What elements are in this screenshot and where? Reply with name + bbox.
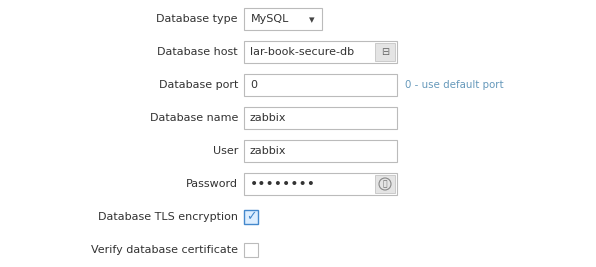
Text: ▾: ▾ [309,15,315,25]
Text: Database name: Database name [150,113,238,123]
Bar [244,41,397,63]
Text: Database host: Database host [157,47,238,57]
Bar [244,243,258,257]
Text: ⊟: ⊟ [381,47,389,57]
Bar [375,175,395,193]
Text: Database TLS encryption: Database TLS encryption [98,212,238,222]
Circle shape [379,178,391,190]
Text: 🔑: 🔑 [383,179,387,189]
Bar [244,140,397,162]
Text: ••••••••: •••••••• [250,177,316,191]
Text: ✓: ✓ [246,210,256,223]
Bar [244,8,322,30]
Text: zabbix: zabbix [250,146,287,156]
Bar [244,173,397,195]
Bar [244,210,258,224]
Text: zabbix: zabbix [250,113,287,123]
Bar [375,43,395,61]
Bar [244,74,397,96]
Text: 0 - use default port: 0 - use default port [405,80,504,90]
Text: Database type: Database type [157,14,238,24]
Text: Password: Password [186,179,238,189]
Text: MySQL: MySQL [251,14,290,24]
Bar [244,107,397,129]
Text: 0: 0 [250,80,257,90]
Text: Database port: Database port [159,80,238,90]
Text: User: User [213,146,238,156]
Text: lar-book-secure-db: lar-book-secure-db [250,47,354,57]
Text: Verify database certificate: Verify database certificate [91,245,238,255]
